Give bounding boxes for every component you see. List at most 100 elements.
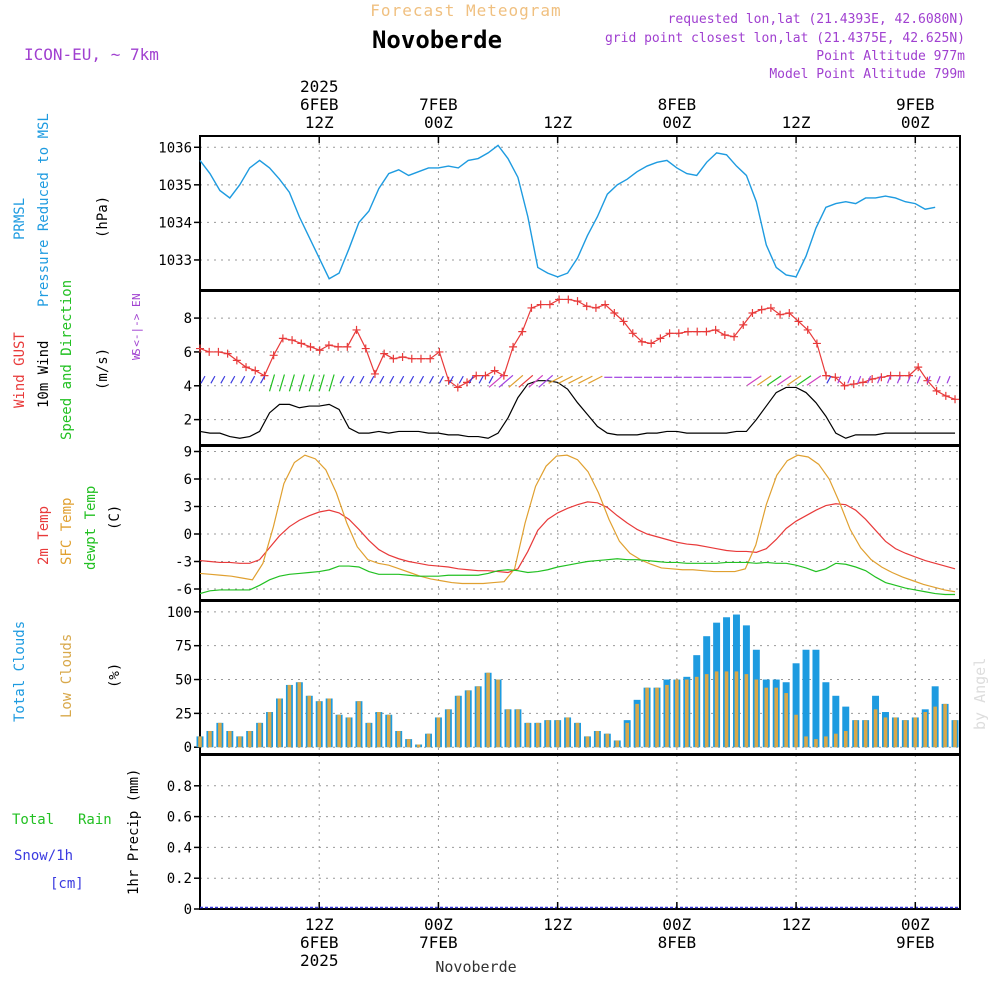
gust-marker xyxy=(407,354,416,363)
ytick-label-precip: 0.4 xyxy=(167,840,192,856)
total-cloud-bar xyxy=(812,649,820,748)
low-cloud-bar xyxy=(794,714,798,748)
low-cloud-bar xyxy=(615,740,620,748)
station-title: Novoberde xyxy=(372,26,502,54)
sfc-temp-line xyxy=(199,454,956,593)
low-cloud-bar xyxy=(466,690,471,748)
point-altitude: Point Altitude 977m xyxy=(816,49,965,64)
wind-direction-arrow xyxy=(857,375,862,384)
low-cloud-bar xyxy=(625,722,629,748)
low-cloud-bar xyxy=(893,717,898,748)
low-cloud-bar xyxy=(814,739,818,748)
gust-marker xyxy=(536,300,545,309)
gust-marker xyxy=(527,303,536,312)
wind-direction-arrow xyxy=(588,375,603,384)
low-cloud-bar xyxy=(694,676,699,748)
gust-marker xyxy=(545,300,554,309)
wind-direction-arrow xyxy=(886,375,892,384)
wind-direction-arrow xyxy=(578,375,593,384)
gust-marker xyxy=(748,309,757,317)
ytick-label-clouds: 75 xyxy=(175,639,192,655)
wind-direction-arrow xyxy=(359,375,365,384)
wind-direction-arrow xyxy=(220,375,226,384)
label-total: Total xyxy=(12,812,54,828)
low-cloud-bar xyxy=(804,736,808,748)
low-cloud-bar xyxy=(933,706,937,748)
gust-marker xyxy=(361,344,370,353)
label-wind-gust: Wind GUST xyxy=(12,332,28,408)
low-cloud-bar xyxy=(724,671,729,748)
model-label: ICON-EU, ~ 7km xyxy=(24,45,159,64)
gust-marker xyxy=(242,363,251,372)
gust-marker xyxy=(278,334,287,343)
gust-marker xyxy=(380,349,389,358)
gust-marker xyxy=(288,336,297,345)
low-cloud-bar xyxy=(486,672,490,748)
gust-marker xyxy=(757,305,766,314)
low-cloud-bar xyxy=(357,701,361,748)
compass-n: N xyxy=(130,293,143,300)
gust-marker xyxy=(674,329,683,338)
low-cloud-bar xyxy=(774,687,778,748)
wind-direction-arrow xyxy=(498,374,514,388)
top-time-label: 12Z xyxy=(543,113,572,132)
ytick-label-pressure: 1036 xyxy=(158,140,192,156)
wind-direction-arrow xyxy=(369,375,375,384)
ytick-label-temperature: -6 xyxy=(175,582,192,598)
top-time-label: 00Z xyxy=(662,113,691,132)
label-pressure-reduced: Pressure Reduced to MSL xyxy=(36,113,52,307)
bottom-time-label: 12Z xyxy=(543,915,572,934)
low-cloud-bar xyxy=(237,736,242,748)
gust-marker xyxy=(637,337,646,346)
gust-marker xyxy=(693,327,702,336)
wind-direction-arrow xyxy=(766,375,782,386)
gust-marker xyxy=(951,395,960,404)
compass-we: W <-|-> E xyxy=(130,300,143,360)
bottom-time-label: 7FEB xyxy=(419,933,458,952)
wind-direction-arrow xyxy=(308,374,315,392)
gust-marker xyxy=(269,351,278,360)
low-cloud-bar xyxy=(784,693,788,748)
compass-s: S xyxy=(130,348,143,355)
label-snow: Snow/1h xyxy=(14,848,73,864)
low-cloud-bar xyxy=(545,720,550,748)
gust-marker xyxy=(564,295,573,304)
low-cloud-bar xyxy=(426,733,431,748)
low-cloud-bar xyxy=(396,730,401,748)
gust-marker xyxy=(932,386,941,395)
low-cloud-bar xyxy=(377,712,381,748)
gust-marker xyxy=(739,320,748,329)
gust-marker xyxy=(214,347,223,356)
low-cloud-bar xyxy=(317,701,322,748)
low-cloud-bar xyxy=(734,671,739,748)
top-time-label: 12Z xyxy=(305,113,334,132)
gust-marker xyxy=(794,317,803,326)
low-cloud-bar xyxy=(247,730,252,748)
low-cloud-bar xyxy=(267,712,272,748)
wind-direction-arrow xyxy=(318,374,325,392)
ytick-label-precip: 0.2 xyxy=(167,871,192,887)
gust-marker xyxy=(232,356,241,365)
wind-direction-arrow xyxy=(548,375,563,384)
gust-marker xyxy=(389,354,398,363)
wind-direction-arrow xyxy=(379,375,385,384)
ytick-label-clouds: 0 xyxy=(184,740,192,756)
gust-marker xyxy=(518,327,527,336)
label-10m-wind: 10m Wind xyxy=(36,341,52,408)
label-percent: (%) xyxy=(107,663,123,688)
wind-direction-arrow xyxy=(867,375,872,384)
low-cloud-bar xyxy=(754,679,759,748)
ytick-label-clouds: 100 xyxy=(167,605,192,621)
ytick-label-wind: 8 xyxy=(184,311,192,327)
gust-marker xyxy=(334,342,343,351)
low-cloud-bar xyxy=(605,733,610,748)
low-cloud-bar xyxy=(685,679,689,748)
gust-marker xyxy=(858,378,867,387)
gust-marker xyxy=(196,344,204,353)
wind-direction-arrow xyxy=(458,375,464,384)
grid-point-coords: grid point closest lon,lat (21.4375E, 42… xyxy=(605,31,965,46)
wind-direction-arrow xyxy=(876,375,882,384)
wind-direction-arrow xyxy=(488,374,504,388)
wind-direction-arrow xyxy=(837,375,842,384)
